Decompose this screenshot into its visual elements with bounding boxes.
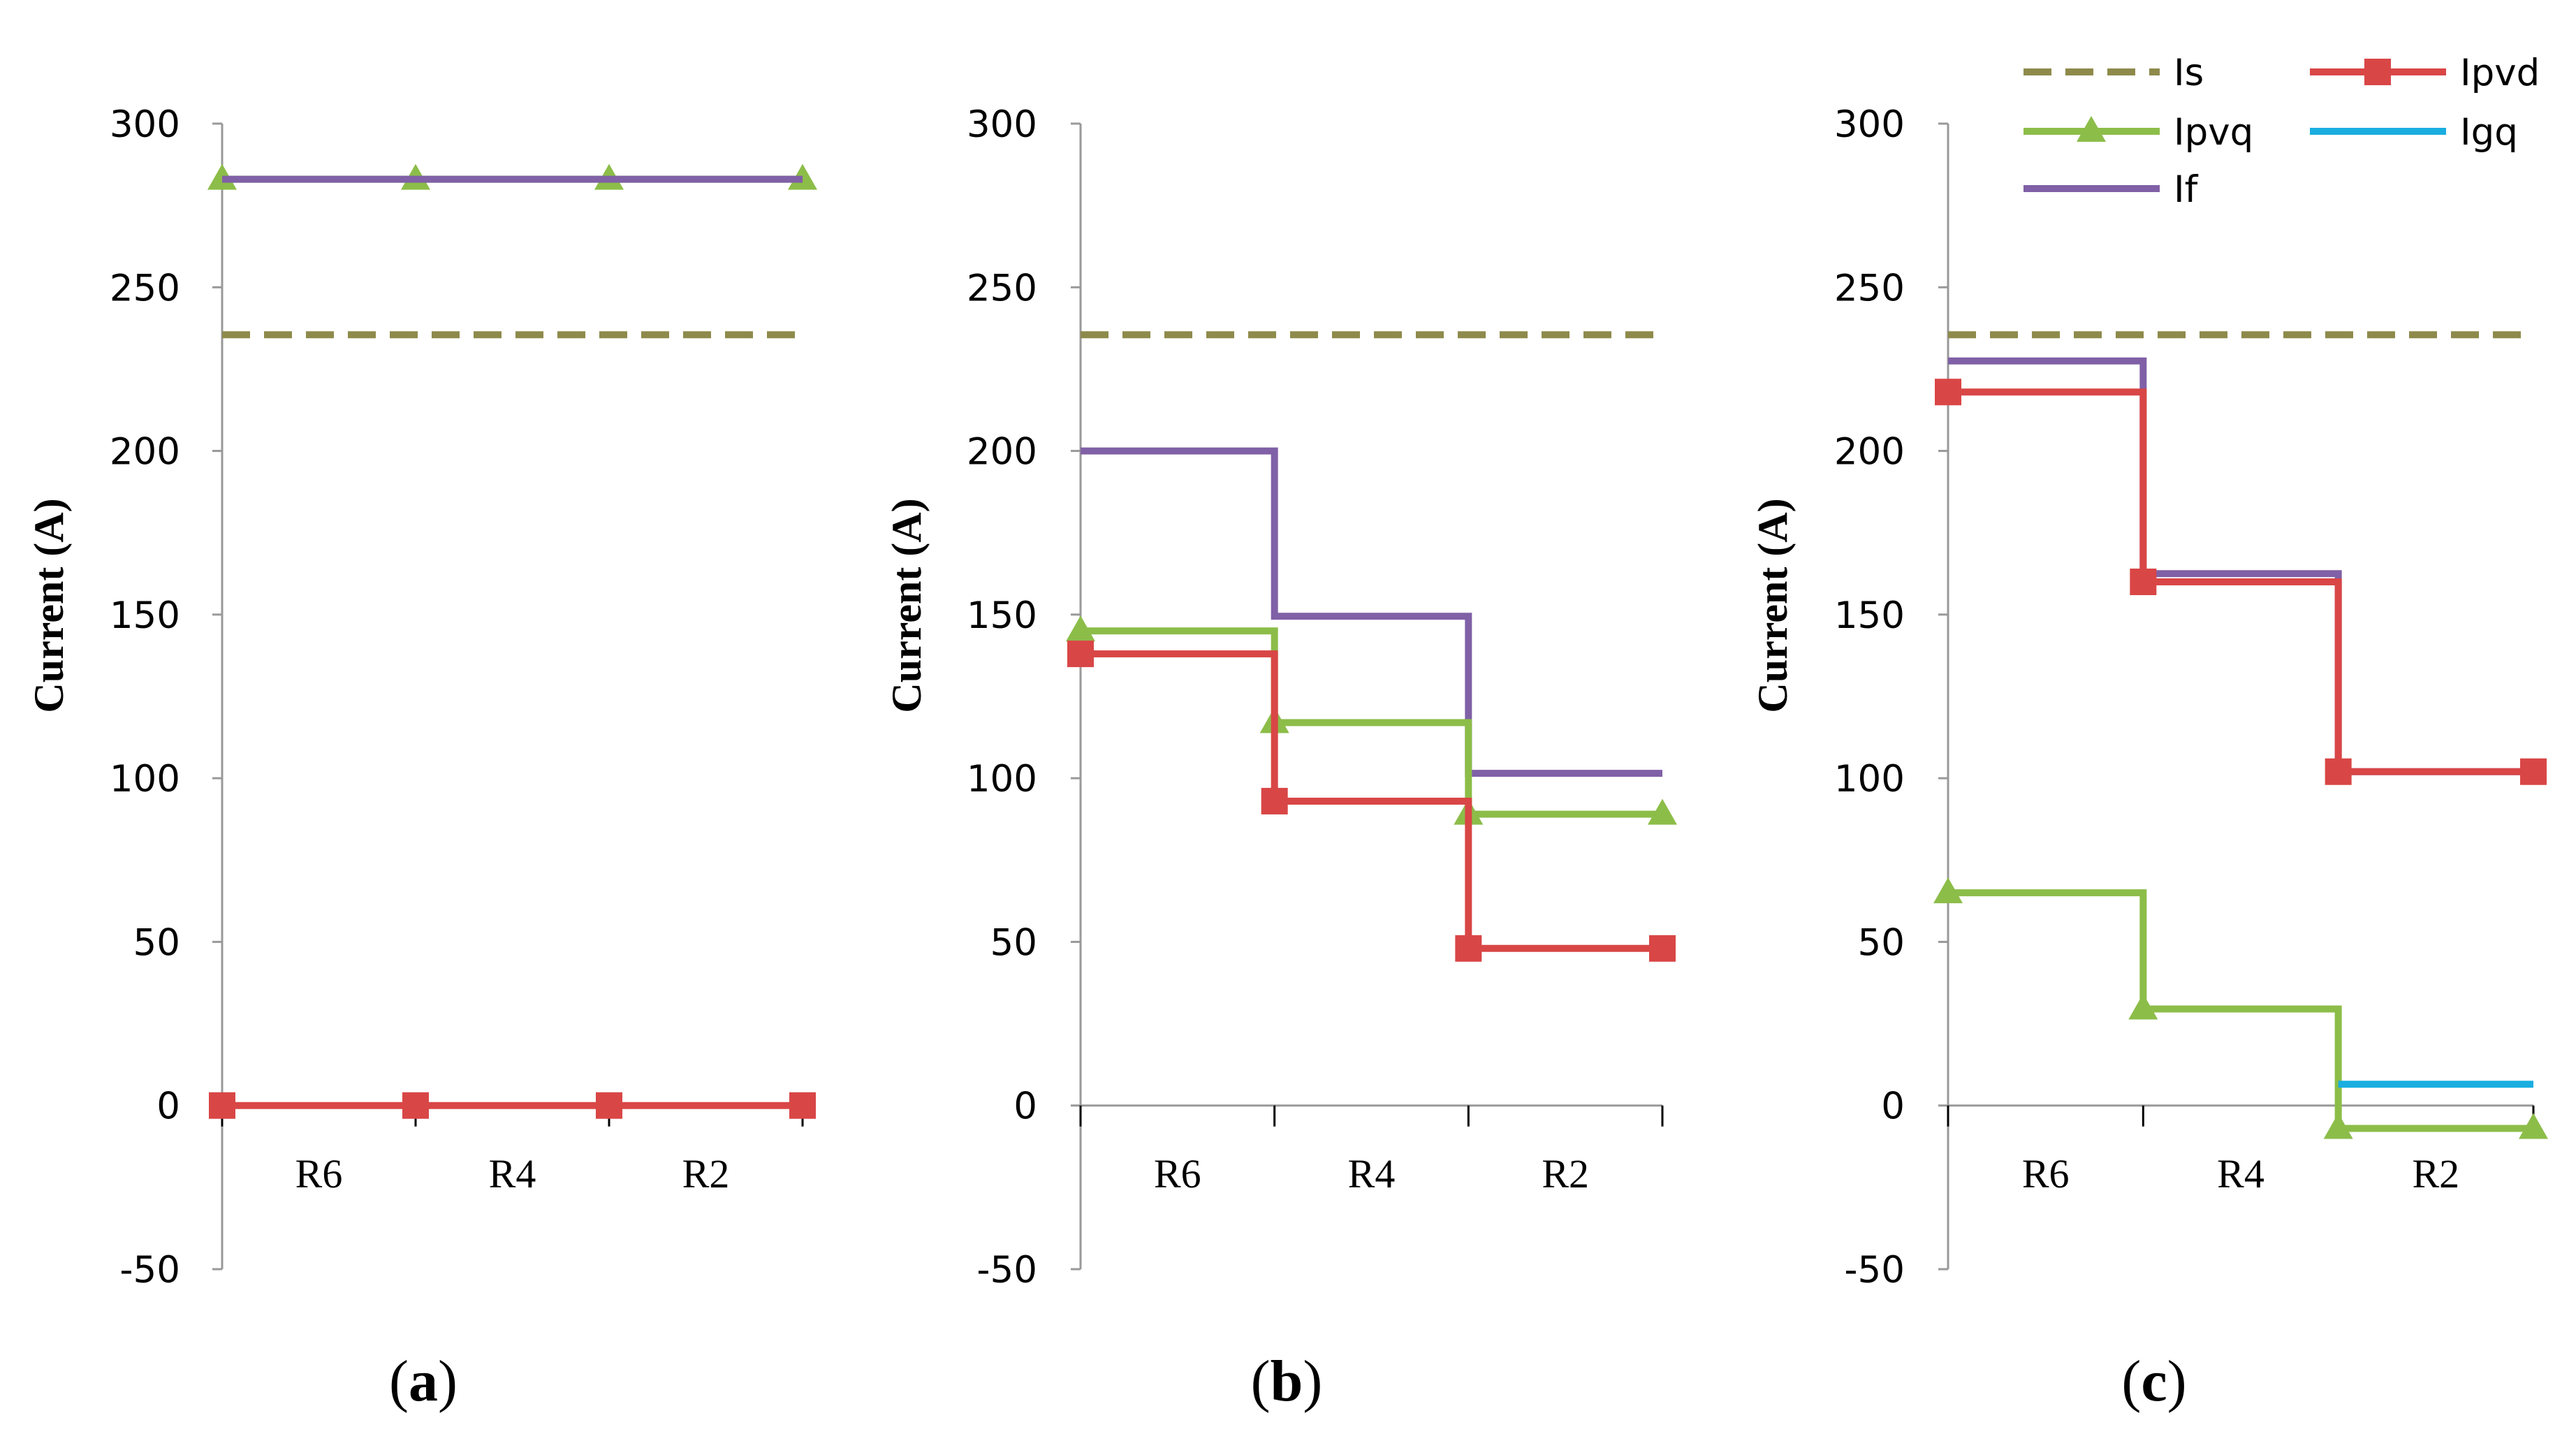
chart-panel-c: 300 250 200 150 100 50 0 -50 R6 R4 R2 Current (A) (c… (1750, 52, 2548, 1414)
legend-label-Ipvd: Ipvd (2460, 52, 2540, 94)
panel-caption: (b) (1251, 1349, 1323, 1414)
y-tick-label: 250 (967, 267, 1037, 309)
series-line-Ipvd (1948, 388, 2533, 775)
category-label: R4 (1348, 1151, 1396, 1197)
y-tick-label: 100 (967, 758, 1037, 800)
data-point-Ipvd (596, 1092, 622, 1119)
y-tick-label: 0 (1013, 1085, 1037, 1128)
legend-label-Is: Is (2174, 52, 2204, 94)
y-tick-label: 0 (1881, 1085, 1905, 1128)
y-tick-label: -50 (119, 1249, 180, 1292)
y-tick-label: 50 (1858, 921, 1905, 964)
data-point-Ipvd (1067, 641, 1094, 668)
y-tick-label: 250 (110, 267, 180, 309)
y-axis-title: Current (A) (26, 498, 72, 712)
category-label: R2 (682, 1151, 730, 1197)
data-point-Ipvq (2519, 1113, 2548, 1139)
y-tick-label: 150 (967, 594, 1037, 637)
y-tick-label: 200 (1834, 431, 1905, 474)
data-point-Ipvd (789, 1092, 816, 1119)
data-point-Ipvd (2520, 758, 2547, 785)
series-If (1948, 357, 2533, 775)
category-label: R6 (1154, 1151, 1201, 1197)
series-line-If (1948, 357, 2533, 775)
data-point-Ipvd (2130, 569, 2157, 595)
data-point-Ipvq (2128, 993, 2158, 1020)
category-label: R2 (2412, 1151, 2459, 1197)
data-point-Ipvd (2325, 758, 2352, 785)
y-tick-label: 50 (990, 921, 1037, 964)
y-tick-label: 200 (967, 431, 1037, 474)
series-Ipvd (1935, 379, 2547, 785)
legend-label-If: If (2174, 168, 2199, 211)
category-label: R6 (2022, 1151, 2070, 1197)
series-line-Ipvq (1081, 627, 1662, 818)
data-point-Ipvd (1261, 787, 1288, 814)
category-label: R2 (1542, 1151, 1589, 1197)
legend-marker-Ipvq (2077, 116, 2106, 142)
y-tick-label: 300 (1834, 103, 1905, 146)
data-point-Ipvd (402, 1092, 429, 1119)
series-If (1081, 447, 1662, 777)
legend-marker-Ipvd (2364, 59, 2391, 85)
data-point-Ipvd (209, 1092, 235, 1119)
series-Ipvq (1066, 615, 1677, 825)
y-axis-title: Current (A) (1750, 498, 1796, 712)
data-point-Ipvd (1455, 935, 1482, 962)
chart-panel-a: 300 250 200 150 100 50 0 -50 R6 R4 R2 Current (A) (a… (26, 103, 817, 1414)
category-label: R6 (295, 1151, 343, 1197)
y-tick-label: 100 (110, 758, 180, 800)
series-Ipvq (1933, 877, 2548, 1139)
panel-caption: (c) (2121, 1349, 2186, 1414)
category-label: R4 (489, 1151, 536, 1197)
data-point-Ipvq (1933, 877, 1963, 904)
panel-caption: (a) (389, 1349, 458, 1414)
y-tick-label: 100 (1834, 758, 1905, 800)
series-line-Ipvd (1081, 650, 1662, 952)
series-Ipvd (1067, 641, 1676, 962)
y-tick-label: 300 (110, 103, 180, 146)
legend: Is Ipvd Ipvq Igq If (2024, 52, 2540, 211)
series-Ipvd (209, 1092, 816, 1119)
y-tick-label: 150 (110, 594, 180, 637)
data-point-Ipvd (1649, 935, 1676, 962)
chart-panel-b: 300 250 200 150 100 50 0 -50 R6 R4 R2 Current (A) (b… (884, 103, 1677, 1414)
legend-label-Igq: Igq (2460, 111, 2518, 154)
data-point-Ipvq (1648, 798, 1677, 825)
y-tick-label: 300 (967, 103, 1037, 146)
data-point-Ipvd (1935, 379, 1961, 406)
y-tick-label: 250 (1834, 267, 1905, 309)
y-tick-label: 150 (1834, 594, 1905, 637)
y-tick-label: 0 (156, 1085, 180, 1128)
series-line-If (1081, 447, 1662, 777)
y-axis-title: Current (A) (884, 498, 930, 712)
y-tick-label: -50 (1844, 1249, 1905, 1292)
data-point-Ipvq (1066, 615, 1095, 642)
legend-label-Ipvq: Ipvq (2174, 111, 2253, 154)
y-tick-label: 50 (133, 921, 180, 964)
y-tick-label: -50 (976, 1249, 1037, 1292)
y-tick-label: 200 (110, 431, 180, 474)
category-label: R4 (2217, 1151, 2264, 1197)
series-line-Ipvq (1948, 889, 2533, 1132)
data-point-Ipvq (2323, 1113, 2353, 1139)
